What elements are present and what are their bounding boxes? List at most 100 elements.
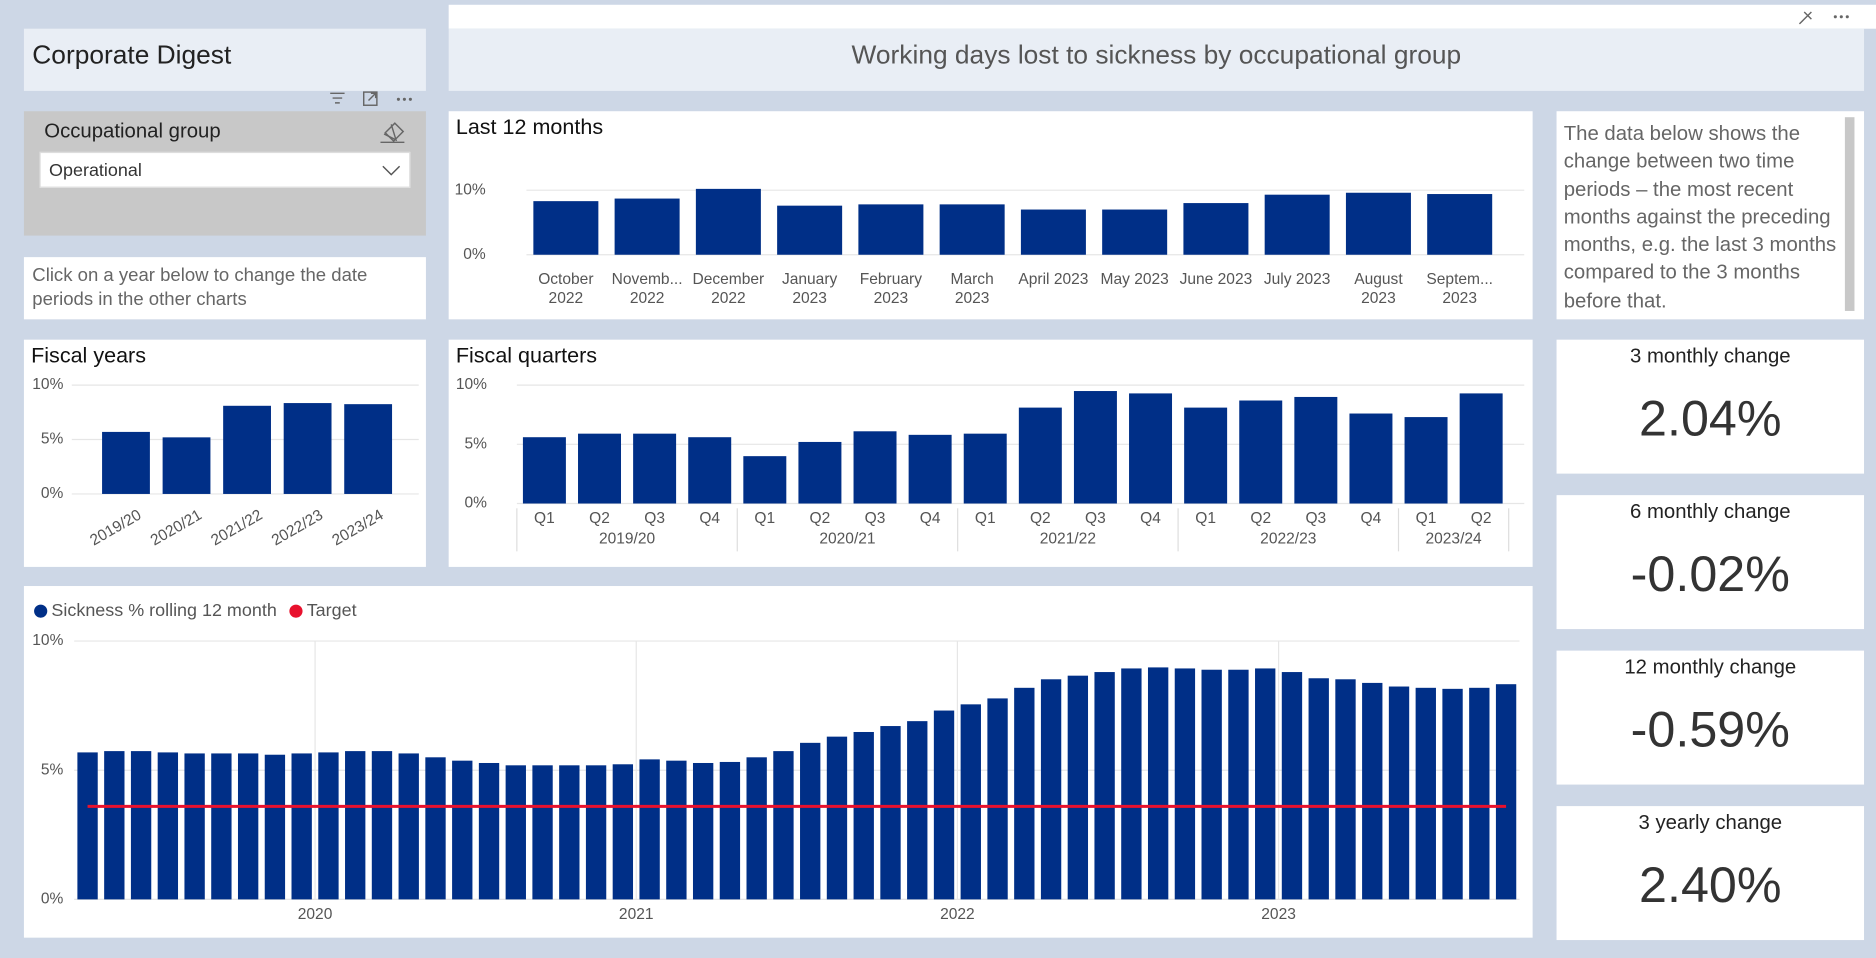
card-label: 3 monthly change: [1630, 344, 1791, 368]
header-box: Corporate Digest: [23, 28, 426, 91]
bar: [1264, 194, 1330, 255]
top-bar: [448, 4, 1876, 29]
bar: [719, 761, 741, 900]
title-box: Working days lost to sickness by occupat…: [448, 28, 1865, 91]
bar: [639, 759, 660, 900]
x-tick-label: 2019/20: [87, 506, 144, 549]
bar: [223, 405, 271, 494]
bar: [162, 437, 211, 494]
x-tick-label: July 2023: [1264, 271, 1331, 288]
x-tick-label: 2022: [940, 906, 975, 923]
bar: [1345, 192, 1411, 255]
bar: [666, 760, 687, 900]
bar: [1201, 669, 1222, 900]
bar: [478, 762, 500, 900]
x-tick-label: Q4: [1140, 510, 1161, 527]
card-value: -0.59%: [1630, 700, 1790, 758]
bar: [1362, 682, 1383, 900]
bar: [1014, 687, 1035, 900]
bar: [1335, 679, 1356, 900]
bar: [578, 433, 622, 504]
bar: [1459, 393, 1503, 504]
help-text: Click on a year below to change the date…: [32, 265, 368, 310]
bar: [1040, 679, 1062, 900]
x-group-label: 2023/24: [1425, 531, 1482, 548]
scrollbar[interactable]: [1844, 117, 1855, 311]
slicer: Occupational group Operational: [23, 111, 426, 236]
help-box: Click on a year below to change the date…: [23, 257, 426, 320]
bar: [1073, 391, 1117, 504]
bar: [371, 751, 393, 900]
bar: [505, 765, 526, 900]
x-tick-label: 2020: [298, 906, 333, 923]
bar: [908, 434, 952, 504]
x-tick-label: Q3: [1085, 510, 1106, 527]
focus-icon[interactable]: [362, 91, 378, 106]
bar: [211, 753, 232, 900]
x-tick-label: Q2: [810, 510, 831, 527]
bar: [1228, 669, 1249, 900]
x-tick-label: Q1: [975, 510, 996, 527]
bar: [1020, 209, 1086, 255]
dropdown[interactable]: Operational: [39, 151, 411, 188]
info-text: The data below shows the change between …: [1563, 121, 1837, 312]
bar: [533, 201, 599, 255]
info-box: The data below shows the change between …: [1556, 111, 1865, 320]
bar: [264, 754, 286, 900]
card-label: 3 yearly change: [1638, 810, 1783, 834]
bar: [1018, 407, 1062, 504]
bar: [1281, 672, 1303, 900]
dot[interactable]: [1833, 15, 1837, 19]
chart-title: Fiscal quarters: [455, 343, 598, 368]
bar: [633, 433, 677, 504]
page-title: Working days lost to sickness by occupat…: [851, 39, 1462, 70]
bar: [939, 204, 1005, 255]
card: 6 monthly change -0.02%: [1556, 495, 1865, 630]
x-tick-label: Q3: [1305, 510, 1326, 527]
bar: [1147, 667, 1169, 900]
bar: [283, 403, 332, 494]
bar: [522, 437, 566, 504]
card-label: 6 monthly change: [1630, 499, 1791, 523]
bar: [858, 204, 924, 255]
visual-header-icons: [330, 11, 1812, 176]
report-title: Corporate Digest: [32, 39, 232, 70]
y-tick-label: 0%: [464, 495, 487, 512]
bar: [1174, 668, 1196, 900]
pin-icon[interactable]: [1798, 11, 1812, 25]
bar: [291, 753, 312, 900]
bar: [1102, 209, 1168, 255]
dot[interactable]: [396, 97, 400, 101]
legend-label: Target: [307, 600, 357, 620]
x-group-label: 2019/20: [599, 531, 656, 548]
x-tick-label: 2023: [1261, 906, 1296, 923]
y-tick-label: 10%: [456, 376, 487, 393]
bar: [826, 736, 848, 900]
bar: [1442, 688, 1463, 900]
x-tick-label: 2021/22: [208, 507, 265, 550]
x-tick-label: 2023/24: [329, 506, 386, 549]
x-tick-label: Q4: [920, 510, 941, 527]
x-group-label: 2021/22: [1040, 531, 1096, 548]
bar: [1404, 417, 1448, 504]
bar: [853, 731, 874, 900]
x-tick-label: 2022/23: [269, 507, 326, 550]
y-tick-label: 0%: [41, 891, 64, 908]
bar: [1495, 684, 1517, 900]
bar: [318, 752, 339, 900]
bar: [344, 404, 393, 494]
filter-icon[interactable]: [330, 92, 345, 104]
bar: [1349, 413, 1393, 504]
chevron[interactable]: [382, 165, 401, 176]
x-tick-label: February 2023: [860, 271, 922, 307]
bar: [987, 698, 1008, 900]
x-tick-label: June 2023: [1180, 271, 1253, 288]
legend-dot: [289, 604, 303, 618]
y-tick-label: 10%: [32, 376, 63, 393]
bar: [184, 753, 205, 900]
x-tick-label: Q3: [644, 510, 665, 527]
more-icons: [396, 15, 1849, 101]
x-tick-label: October 2022: [538, 271, 593, 307]
bar: [777, 205, 843, 255]
